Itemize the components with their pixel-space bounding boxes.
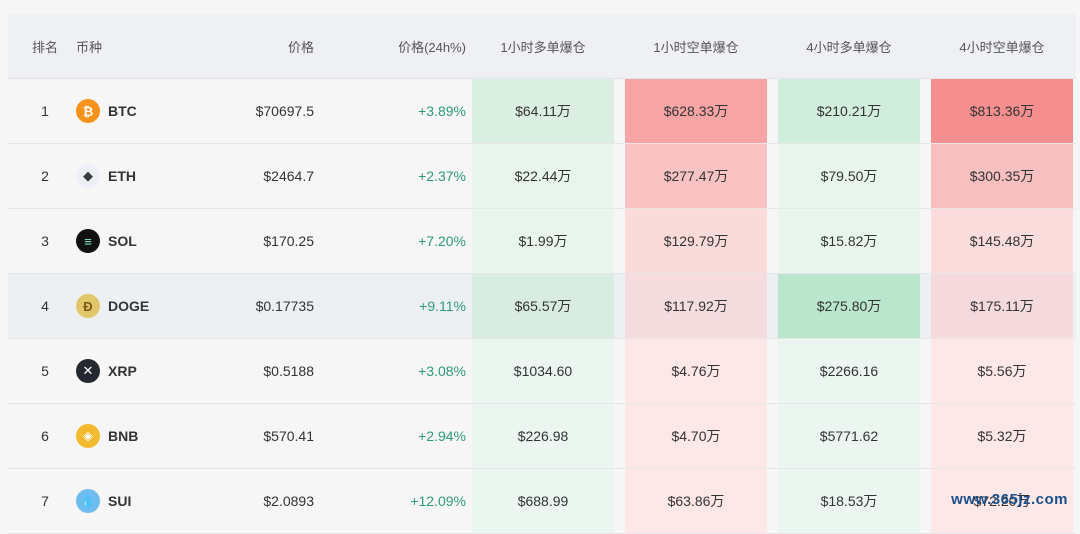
long-1h-cell: $688.99 [472,469,614,533]
header-short-1h[interactable]: 1小时空单爆仓 [653,39,739,55]
dogecoin-icon: Ð [76,294,100,318]
coin-cell[interactable]: ✕ XRP [76,339,226,403]
short-4h-cell: $145.48万 [931,209,1073,273]
short-4h-cell: $175.11万 [931,274,1073,338]
change-cell: +3.08% [418,363,466,379]
coin-cell[interactable]: Ð DOGE [76,274,226,338]
table-row[interactable]: 7 💧 SUI $2.0893 +12.09% $688.99 $63.86万 … [8,469,1076,534]
price-cell: $0.17735 [255,298,314,314]
short-1h-cell: $628.33万 [625,79,767,143]
price-cell: $2.0893 [263,493,314,509]
short-1h-cell: $117.92万 [625,274,767,338]
short-1h-cell: $4.70万 [625,404,767,468]
watermark: www.365jz.com [951,491,1068,508]
long-1h-cell: $22.44万 [472,144,614,208]
rank-cell: 7 [41,493,49,509]
change-cell: +9.11% [419,298,466,314]
long-4h-cell: $275.80万 [778,274,920,338]
rank-cell: 1 [41,103,49,119]
bnb-icon: ◈ [76,424,100,448]
long-4h-cell: $210.21万 [778,79,920,143]
price-cell: $570.41 [263,428,314,444]
table-header: 排名 币种 价格 价格(24h%) 1小时多单爆仓 1小时空单爆仓 4小时多单爆… [8,14,1076,79]
header-coin[interactable]: 币种 [76,39,103,55]
long-4h-cell: $79.50万 [778,144,920,208]
short-1h-cell: $277.47万 [625,144,767,208]
long-1h-cell: $1.99万 [472,209,614,273]
long-1h-cell: $1034.60 [472,339,614,403]
table-row[interactable]: 1 ₿ BTC $70697.5 +3.89% $64.11万 $628.33万… [8,79,1076,144]
header-change[interactable]: 价格(24h%) [398,39,466,55]
coin-symbol: DOGE [108,298,150,314]
header-price[interactable]: 价格 [287,39,314,55]
table-row[interactable]: 2 ◆ ETH $2464.7 +2.37% $22.44万 $277.47万 … [8,144,1076,209]
bitcoin-icon: ₿ [76,99,100,123]
price-cell: $0.5188 [263,363,314,379]
sui-icon: 💧 [76,489,100,513]
price-cell: $170.25 [263,233,314,249]
coin-symbol: BTC [108,103,137,119]
header-long-1h[interactable]: 1小时多单爆仓 [500,39,586,55]
coin-symbol: ETH [108,168,136,184]
short-1h-cell: $129.79万 [625,209,767,273]
change-cell: +12.09% [410,493,466,509]
short-4h-cell: $5.56万 [931,339,1073,403]
rank-cell: 2 [41,168,49,184]
coin-symbol: BNB [108,428,139,444]
coin-cell[interactable]: 💧 SUI [76,469,226,533]
coin-symbol: SUI [108,493,132,509]
liquidation-table: 排名 币种 价格 价格(24h%) 1小时多单爆仓 1小时空单爆仓 4小时多单爆… [8,14,1076,534]
rank-cell: 5 [41,363,49,379]
header-rank[interactable]: 排名 [31,39,58,55]
long-4h-cell: $18.53万 [778,469,920,533]
rank-cell: 6 [41,428,49,444]
short-4h-cell: $813.36万 [931,79,1073,143]
long-4h-cell: $2266.16 [778,339,920,403]
long-4h-cell: $5771.62 [778,404,920,468]
rank-cell: 4 [41,298,49,314]
short-4h-cell: $5.32万 [931,404,1073,468]
short-4h-cell: $300.35万 [931,144,1073,208]
change-cell: +3.89% [418,103,466,119]
solana-icon: ≡ [76,229,100,253]
ethereum-icon: ◆ [76,164,100,188]
table-row[interactable]: 6 ◈ BNB $570.41 +2.94% $226.98 $4.70万 $5… [8,404,1076,469]
coin-cell[interactable]: ◆ ETH [76,144,226,208]
table-row[interactable]: 5 ✕ XRP $0.5188 +3.08% $1034.60 $4.76万 $… [8,339,1076,404]
header-short-4h[interactable]: 4小时空单爆仓 [959,39,1045,55]
rank-cell: 3 [41,233,49,249]
coin-symbol: XRP [108,363,137,379]
long-1h-cell: $64.11万 [472,79,614,143]
table-row[interactable]: 4 Ð DOGE $0.17735 +9.11% $65.57万 $117.92… [8,274,1076,339]
header-long-4h[interactable]: 4小时多单爆仓 [806,39,892,55]
price-cell: $70697.5 [255,103,314,119]
change-cell: +2.37% [418,168,466,184]
short-1h-cell: $4.76万 [625,339,767,403]
short-1h-cell: $63.86万 [625,469,767,533]
price-cell: $2464.7 [263,168,314,184]
coin-cell[interactable]: ₿ BTC [76,79,226,143]
xrp-icon: ✕ [76,359,100,383]
coin-cell[interactable]: ≡ SOL [76,209,226,273]
coin-cell[interactable]: ◈ BNB [76,404,226,468]
change-cell: +2.94% [418,428,466,444]
long-1h-cell: $226.98 [472,404,614,468]
long-1h-cell: $65.57万 [472,274,614,338]
change-cell: +7.20% [418,233,466,249]
table-row[interactable]: 3 ≡ SOL $170.25 +7.20% $1.99万 $129.79万 $… [8,209,1076,274]
long-4h-cell: $15.82万 [778,209,920,273]
coin-symbol: SOL [108,233,137,249]
table-body: 1 ₿ BTC $70697.5 +3.89% $64.11万 $628.33万… [8,79,1076,534]
